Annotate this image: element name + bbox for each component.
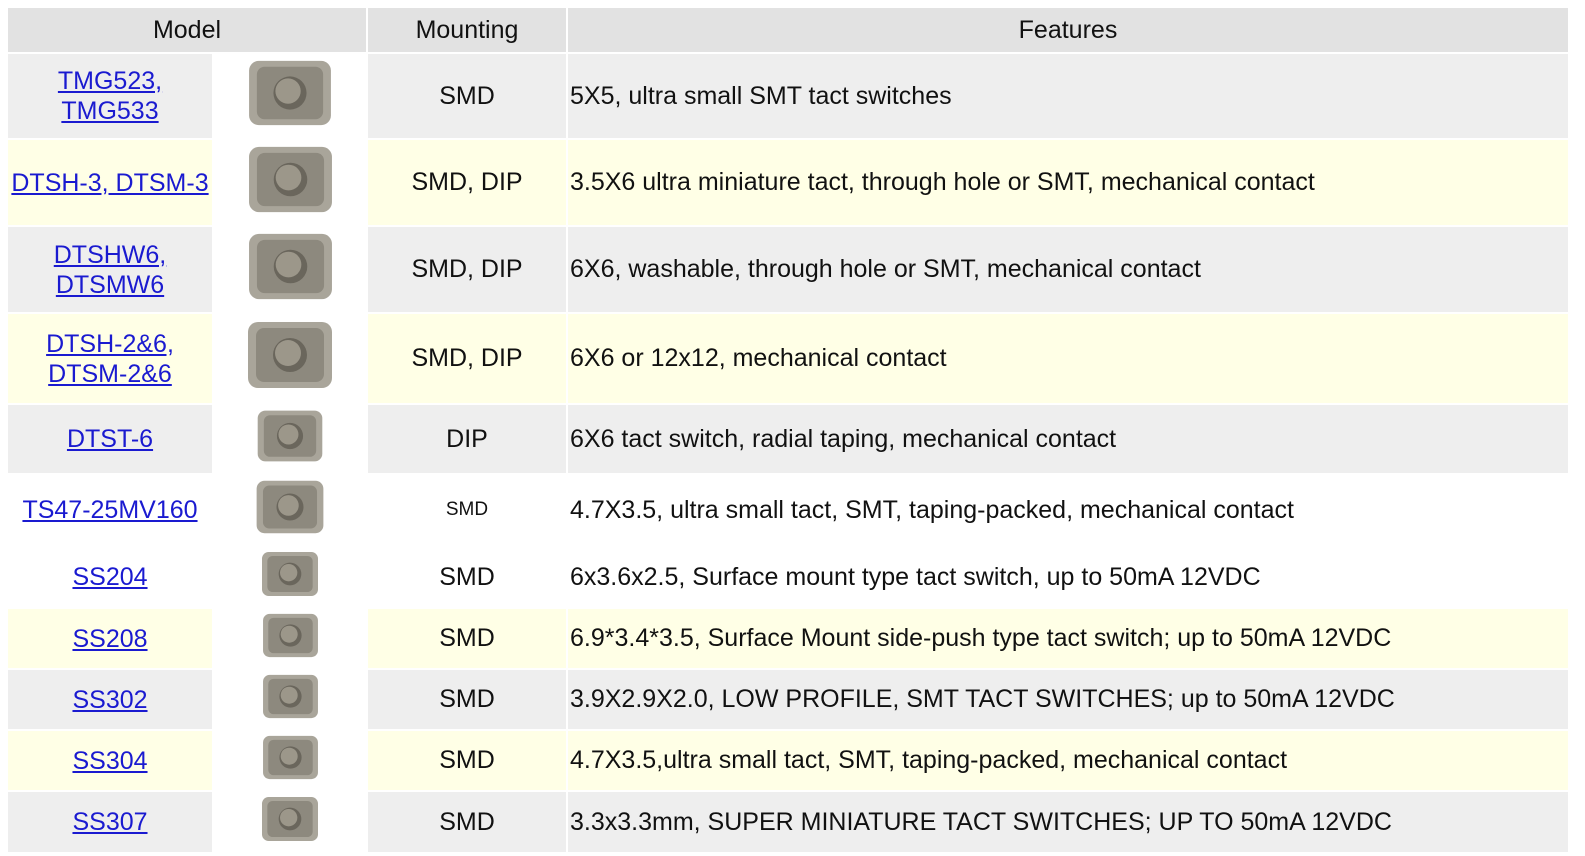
model-cell: SS204 (8, 547, 212, 607)
image-cell (214, 227, 366, 312)
image-cell (214, 314, 366, 403)
switch-image (249, 60, 331, 125)
model-link[interactable]: DTSHW6, DTSMW6 (53, 240, 167, 299)
model-cell: SS307 (8, 792, 212, 852)
model-link[interactable]: SS302 (72, 685, 148, 714)
switch-image (262, 735, 318, 779)
model-link[interactable]: DTSH-3, DTSM-3 (11, 168, 209, 197)
switch-image (257, 410, 323, 461)
mounting-cell: SMD (368, 670, 566, 729)
image-cell (214, 609, 366, 668)
model-cell: SS302 (8, 670, 212, 729)
features-cell: 3.3x3.3mm, SUPER MINIATURE TACT SWITCHES… (568, 792, 1568, 852)
mounting-cell: SMD, DIP (368, 227, 566, 312)
image-cell (214, 547, 366, 607)
model-link[interactable]: TMG523, TMG533 (57, 67, 163, 125)
features-cell: 6X6 tact switch, radial taping, mechanic… (568, 405, 1568, 473)
header-cell: Mounting (368, 8, 566, 52)
features-cell: 6X6 or 12x12, mechanical contact (568, 314, 1568, 403)
model-link[interactable]: TS47-25MV160 (22, 496, 198, 524)
model-cell: DTSH-3, DTSM-3 (8, 140, 212, 225)
mounting-cell: SMD (368, 475, 566, 545)
header-cell: Features (568, 8, 1568, 52)
features-cell: 4.7X3.5, ultra small tact, SMT, taping-p… (568, 475, 1568, 545)
image-cell (214, 670, 366, 729)
mounting-cell: SMD (368, 54, 566, 138)
model-cell: DTST-6 (8, 405, 212, 473)
switch-image (262, 796, 318, 841)
model-link[interactable]: SS304 (72, 746, 148, 775)
mounting-cell: SMD, DIP (368, 140, 566, 225)
image-cell (214, 731, 366, 790)
mounting-cell: SMD (368, 731, 566, 790)
mounting-cell: SMD (368, 609, 566, 668)
model-link[interactable]: DTST-6 (66, 425, 154, 453)
table-row: SS204 SMD 6x3.6x2.5, Surface mount type t… (8, 547, 1568, 607)
mounting-cell: SMD (368, 792, 566, 852)
image-cell (214, 475, 366, 545)
product-table: Model Mounting Features TMG523, TMG533 S… (6, 6, 1570, 854)
switch-image (248, 233, 332, 299)
features-cell: 6.9*3.4*3.5, Surface Mount side-push typ… (568, 609, 1568, 668)
model-link[interactable]: SS307 (72, 808, 148, 836)
image-cell (214, 54, 366, 138)
switch-image (248, 146, 332, 212)
table-row: SS307 SMD 3.3x3.3mm, SUPER MINIATURE TACT… (8, 792, 1568, 852)
model-cell: DTSHW6, DTSMW6 (8, 227, 212, 312)
table-row: DTSH-2&6, DTSM-2&6 SMD, DIP 6X6 or 12x12,… (8, 314, 1568, 403)
image-cell (214, 792, 366, 852)
image-cell (214, 140, 366, 225)
table-row: TS47-25MV160 SMD 4.7X3.5, ultra small tac… (8, 475, 1568, 545)
model-cell: TMG523, TMG533 (8, 54, 212, 138)
model-cell: TS47-25MV160 (8, 475, 212, 545)
table-row: DTSH-3, DTSM-3 SMD, DIP 3.5X6 ultra minia… (8, 140, 1568, 225)
switch-image (262, 613, 318, 657)
features-cell: 3.9X2.9X2.0, LOW PROFILE, SMT TACT SWITC… (568, 670, 1568, 729)
model-cell: SS208 (8, 609, 212, 668)
model-cell: DTSH-2&6, DTSM-2&6 (8, 314, 212, 403)
table-row: SS208 SMD 6.9*3.4*3.5, Surface Mount side… (8, 609, 1568, 668)
image-cell (214, 405, 366, 473)
features-cell: 3.5X6 ultra miniature tact, through hole… (568, 140, 1568, 225)
table-row: TMG523, TMG533 SMD 5X5, ultra small SMT t… (8, 54, 1568, 138)
model-link[interactable]: DTSH-2&6, DTSM-2&6 (46, 329, 174, 388)
mounting-cell: SMD, DIP (368, 314, 566, 403)
switch-image (248, 322, 332, 388)
table-row: SS304 SMD 4.7X3.5,ultra small tact, SMT, … (8, 731, 1568, 790)
model-link[interactable]: SS204 (72, 563, 148, 591)
switch-image (262, 674, 318, 718)
header-row: Model Mounting Features (8, 8, 1568, 52)
switch-image (256, 480, 324, 533)
switch-image (262, 551, 318, 596)
features-cell: 5X5, ultra small SMT tact switches (568, 54, 1568, 138)
model-cell: SS304 (8, 731, 212, 790)
features-cell: 6x3.6x2.5, Surface mount type tact switc… (568, 547, 1568, 607)
table-row: DTSHW6, DTSMW6 SMD, DIP 6X6, washable, th… (8, 227, 1568, 312)
mounting-cell: SMD (368, 547, 566, 607)
table-row: SS302 SMD 3.9X2.9X2.0, LOW PROFILE, SMT T… (8, 670, 1568, 729)
features-cell: 4.7X3.5,ultra small tact, SMT, taping-pa… (568, 731, 1568, 790)
table-row: DTST-6 DIP 6X6 tact switch, radial taping… (8, 405, 1568, 473)
header-cell: Model (8, 8, 366, 52)
features-cell: 6X6, washable, through hole or SMT, mech… (568, 227, 1568, 312)
model-link[interactable]: SS208 (72, 624, 148, 653)
mounting-cell: DIP (368, 405, 566, 473)
table-body: TMG523, TMG533 SMD 5X5, ultra small SMT t… (8, 54, 1568, 852)
